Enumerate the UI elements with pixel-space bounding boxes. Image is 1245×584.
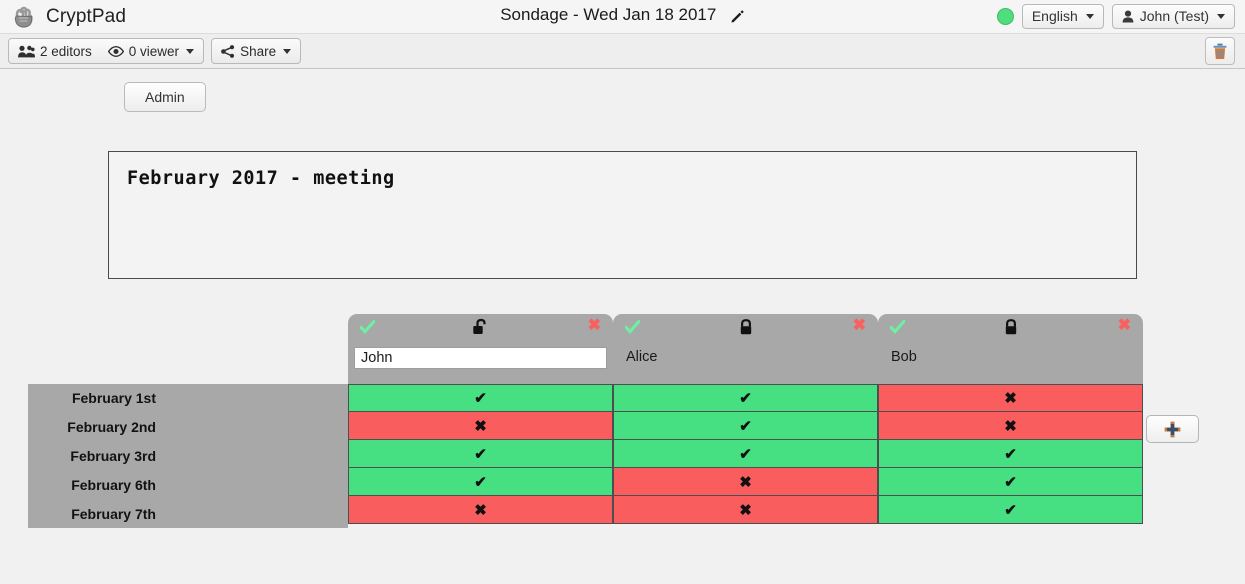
poll-column-cells: ✔ ✔ ✔ ✖ ✖ [613, 384, 878, 524]
poll-column-header-icons: ✖ [878, 314, 1143, 341]
row-label: February 1st [71, 390, 156, 407]
chevron-down-icon [186, 48, 195, 54]
poll-cell[interactable]: ✔ [348, 468, 613, 496]
poll-cell[interactable]: ✔ [348, 384, 613, 412]
language-label: English [1031, 8, 1078, 24]
poll-cell[interactable]: ✔ [878, 496, 1143, 524]
poll-cell[interactable]: ✖ [613, 468, 878, 496]
poll-cell[interactable]: ✖ [878, 412, 1143, 440]
poll-row-label-column: February 1st February 2nd February 3rd F… [28, 384, 348, 528]
poll-columns: ✖ ✔ ✖ ✔ ✔ ✖ [348, 314, 1143, 524]
toolbar-right-group: English John (Test) [996, 4, 1235, 29]
page-body: Admin February 2017 - meeting February 1… [0, 69, 1245, 584]
poll-description-box[interactable]: February 2017 - meeting [108, 151, 1137, 279]
eye-icon [107, 45, 124, 57]
check-icon[interactable] [890, 320, 905, 334]
poll-column-header-icons: ✖ [613, 314, 878, 341]
poll-cell[interactable]: ✔ [613, 412, 878, 440]
lock-icon[interactable] [737, 318, 754, 336]
poll-column-john: ✖ ✔ ✖ ✔ ✔ ✖ [348, 314, 613, 524]
app-brand-label: CryptPad [46, 6, 127, 27]
poll-column-header-icons: ✖ [348, 314, 613, 341]
poll-cell[interactable]: ✖ [878, 384, 1143, 412]
toolbar-left-group: 2 editors 0 viewer Share [8, 38, 302, 64]
poll-cell[interactable]: ✖ [613, 496, 878, 524]
poll-cell[interactable]: ✔ [613, 440, 878, 468]
poll-cell[interactable]: ✔ [348, 440, 613, 468]
delete-pad-button[interactable] [1205, 37, 1235, 65]
poll-column-bob: ✖ Bob ✖ ✖ ✔ ✔ ✔ [878, 314, 1143, 524]
poll-column-cells: ✖ ✖ ✔ ✔ ✔ [878, 384, 1143, 524]
raised-fist-logo-icon [10, 3, 38, 31]
chevron-down-icon [1217, 14, 1225, 19]
app-logo[interactable]: CryptPad [10, 3, 126, 31]
column-name-input-john[interactable] [354, 347, 607, 369]
trash-icon [1213, 43, 1227, 59]
row-label: February 7th [71, 505, 156, 522]
poll-column-header: ✖ Bob [878, 314, 1143, 384]
poll-description-text: February 2017 - meeting [127, 168, 395, 189]
remove-column-icon[interactable]: ✖ [852, 317, 866, 334]
connection-status-indicator [996, 8, 1014, 25]
user-label: John (Test) [1139, 8, 1209, 24]
unlock-icon[interactable] [472, 318, 489, 336]
admin-button[interactable]: Admin [124, 82, 206, 112]
toolbar-bottom-row: 2 editors 0 viewer Share [0, 33, 1245, 68]
remove-column-icon[interactable]: ✖ [587, 317, 601, 334]
users-presence-button[interactable]: 2 editors 0 viewer [8, 38, 205, 64]
share-label: Share [240, 43, 277, 59]
share-icon [221, 44, 235, 58]
editors-count-label: 2 editors [40, 43, 92, 59]
user-menu-button[interactable]: John (Test) [1111, 4, 1235, 29]
remove-column-icon[interactable]: ✖ [1117, 317, 1131, 334]
chevron-down-icon [283, 48, 292, 54]
check-icon[interactable] [360, 320, 375, 334]
lock-icon[interactable] [1002, 318, 1019, 336]
page-title: Sondage - Wed Jan 18 2017 [500, 5, 717, 24]
chevron-down-icon [1085, 14, 1094, 19]
poll-cell[interactable]: ✔ [878, 468, 1143, 496]
poll-cell[interactable]: ✔ [613, 384, 878, 412]
language-selector[interactable]: English [1021, 4, 1104, 29]
poll-cell[interactable]: ✔ [878, 440, 1143, 468]
viewers-count-label: 0 viewer [128, 43, 180, 59]
poll-cell[interactable]: ✖ [348, 496, 613, 524]
poll-column-alice: ✖ Alice ✔ ✔ ✔ ✖ ✖ [613, 314, 878, 524]
row-label: February 6th [71, 476, 156, 493]
users-icon [18, 45, 35, 57]
row-label: February 2nd [67, 419, 156, 436]
column-name-label-alice: Alice [626, 349, 658, 365]
plus-icon [1164, 421, 1181, 437]
poll-column-header: ✖ [348, 314, 613, 384]
poll-column-header: ✖ Alice [613, 314, 878, 384]
user-icon [1122, 10, 1134, 23]
check-icon[interactable] [625, 320, 640, 334]
pencil-icon[interactable] [730, 9, 745, 24]
add-column-button[interactable] [1146, 415, 1199, 443]
row-label: February 3rd [70, 447, 156, 464]
poll-cell[interactable]: ✖ [348, 412, 613, 440]
poll-column-cells: ✔ ✖ ✔ ✔ ✖ [348, 384, 613, 524]
share-button[interactable]: Share [211, 38, 302, 64]
toolbar-top-row: CryptPad Sondage - Wed Jan 18 2017 Engli… [0, 0, 1245, 33]
app-toolbar: CryptPad Sondage - Wed Jan 18 2017 Engli… [0, 0, 1245, 69]
column-name-label-bob: Bob [891, 349, 917, 365]
